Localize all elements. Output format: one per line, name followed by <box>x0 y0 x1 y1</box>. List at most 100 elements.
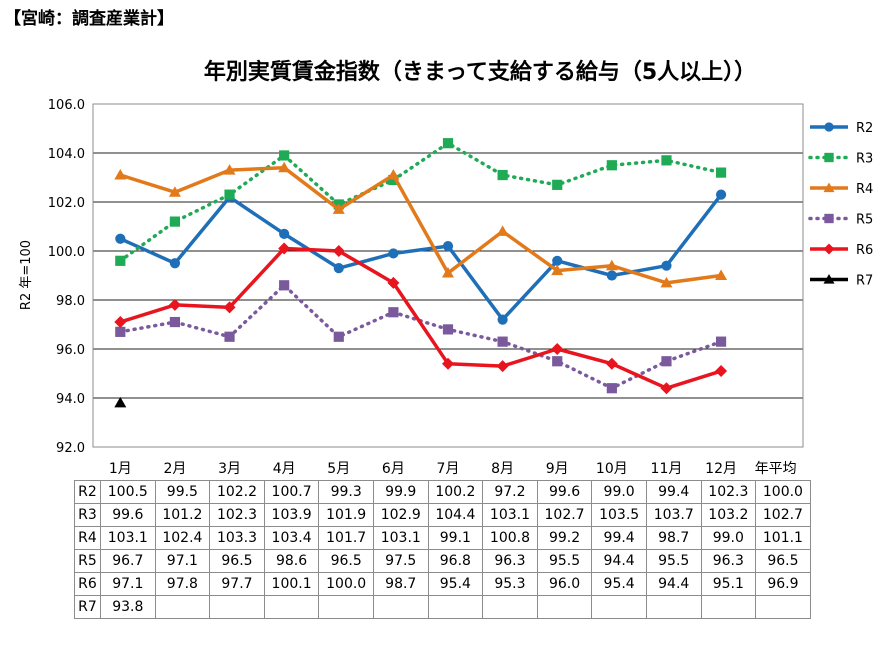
table-cell: 97.1 <box>154 549 211 573</box>
data-point-R6 <box>551 343 564 355</box>
legend-marker <box>823 182 835 193</box>
table-cell: 98.6 <box>263 549 320 573</box>
table-cell: 103.1 <box>100 526 156 550</box>
table-cell: 96.7 <box>100 549 156 573</box>
data-point-R2 <box>661 260 672 271</box>
data-point-R3 <box>552 179 563 190</box>
table-cell: 102.3 <box>700 480 757 504</box>
table-cell: 102.9 <box>372 503 429 527</box>
table-cell: 100.0 <box>318 572 374 596</box>
table-row-label: R3 <box>74 503 101 527</box>
data-point-R5 <box>715 336 727 347</box>
x-tick-label: 年平均 <box>755 461 797 477</box>
x-tick-label: 2月 <box>163 461 186 477</box>
table-cell: 99.0 <box>700 526 757 550</box>
y-tick-label: 94.0 <box>56 392 85 407</box>
series-R3 <box>115 138 727 266</box>
data-point-R6 <box>442 357 454 370</box>
table-cell: 102.2 <box>209 480 265 504</box>
table-cell: 99.2 <box>536 526 593 550</box>
y-tick-label: 106.0 <box>48 98 85 113</box>
table-cell: 97.5 <box>372 549 429 573</box>
table-cell: 102.4 <box>154 526 211 550</box>
data-point-R2 <box>552 255 563 266</box>
legend-item-R4: R4 <box>810 182 873 197</box>
data-point-R6 <box>660 382 673 395</box>
data-point-R3 <box>388 174 399 186</box>
table-cell: 103.4 <box>263 526 320 550</box>
x-tick-label: 3月 <box>218 461 241 477</box>
table-cell <box>372 595 429 619</box>
data-table: R2 100.5 99.5 102.2 100.7 99.3 99.9 100.2 97.2 99… <box>74 480 811 619</box>
data-point-R2 <box>606 270 617 281</box>
table-cell: 99.6 <box>536 480 593 504</box>
table-cell: 100.8 <box>482 526 538 550</box>
legend-item-R2: R2 <box>810 121 873 136</box>
data-point-R3 <box>115 255 126 266</box>
series-line-R6 <box>119 246 722 390</box>
legend: R2 R3 R4 R5 R6 R7 <box>808 121 873 289</box>
x-tick-label: 8月 <box>491 461 514 477</box>
data-point-R5 <box>552 356 563 367</box>
table-cell: 103.3 <box>209 526 265 550</box>
table-cell: 99.4 <box>645 480 702 504</box>
table-cell: 103.1 <box>482 503 538 527</box>
table-row-R6: R6 97.1 97.8 97.7 100.1 100.0 98.7 95.4 95.3 96.0… <box>74 572 811 596</box>
table-cell: 101.1 <box>755 526 811 550</box>
data-point-R4 <box>442 267 454 278</box>
data-point-R3 <box>442 138 454 149</box>
legend-label: R2 <box>856 121 873 136</box>
data-point-R4 <box>660 276 673 288</box>
table-row-label: R5 <box>74 549 101 573</box>
table-cell: 96.5 <box>318 549 374 573</box>
data-point-R4 <box>551 264 564 276</box>
table-cell <box>536 595 593 619</box>
table-row-label: R4 <box>74 526 101 550</box>
data-point-R5 <box>442 324 454 335</box>
legend-marker <box>824 213 834 224</box>
x-tick-label: 10月 <box>596 461 628 477</box>
table-cell: 98.7 <box>645 526 702 550</box>
legend-marker <box>824 152 834 163</box>
table-cell: 95.4 <box>427 572 484 596</box>
table-cell: 99.9 <box>372 480 429 504</box>
table-cell: 97.8 <box>154 572 211 596</box>
data-point-R2 <box>169 258 181 269</box>
data-point-R6 <box>332 245 345 257</box>
data-point-R2 <box>715 189 727 200</box>
legend-item-R3: R3 <box>808 152 873 167</box>
table-cell: 100.1 <box>263 572 320 596</box>
data-point-R4 <box>387 169 400 180</box>
table-cell: 97.7 <box>209 572 265 596</box>
x-tick-label: 11月 <box>651 461 683 477</box>
table-cell: 104.4 <box>427 503 484 527</box>
table-cell: 99.6 <box>100 503 156 527</box>
table-cell <box>263 595 320 619</box>
data-point-R4 <box>715 269 728 280</box>
table-cell: 103.1 <box>372 526 429 550</box>
series-R6 <box>114 242 728 395</box>
table-cell <box>591 595 647 619</box>
y-tick-label: 92.0 <box>56 441 85 456</box>
series-R2 <box>115 189 727 325</box>
data-point-R2 <box>115 233 126 244</box>
table-cell: 97.1 <box>100 572 156 596</box>
table-cell: 96.9 <box>755 572 811 596</box>
legend-label: R4 <box>856 182 873 197</box>
data-point-R7 <box>114 396 127 408</box>
table-cell: 95.5 <box>645 549 702 573</box>
legend-label: R5 <box>856 213 873 228</box>
legend-item-R5: R5 <box>808 213 873 228</box>
table-cell: 95.1 <box>700 572 757 596</box>
series-line-R2 <box>119 193 723 322</box>
table-cell: 102.3 <box>209 503 265 527</box>
data-point-R3 <box>715 167 727 178</box>
series-R4 <box>114 161 728 288</box>
data-point-R5 <box>224 331 235 342</box>
data-point-R6 <box>223 301 236 314</box>
table-row-label: R7 <box>74 595 101 619</box>
table-cell <box>318 595 374 619</box>
x-tick-label: 9月 <box>546 461 569 477</box>
data-point-R4 <box>168 186 181 197</box>
data-point-R6 <box>278 242 291 255</box>
